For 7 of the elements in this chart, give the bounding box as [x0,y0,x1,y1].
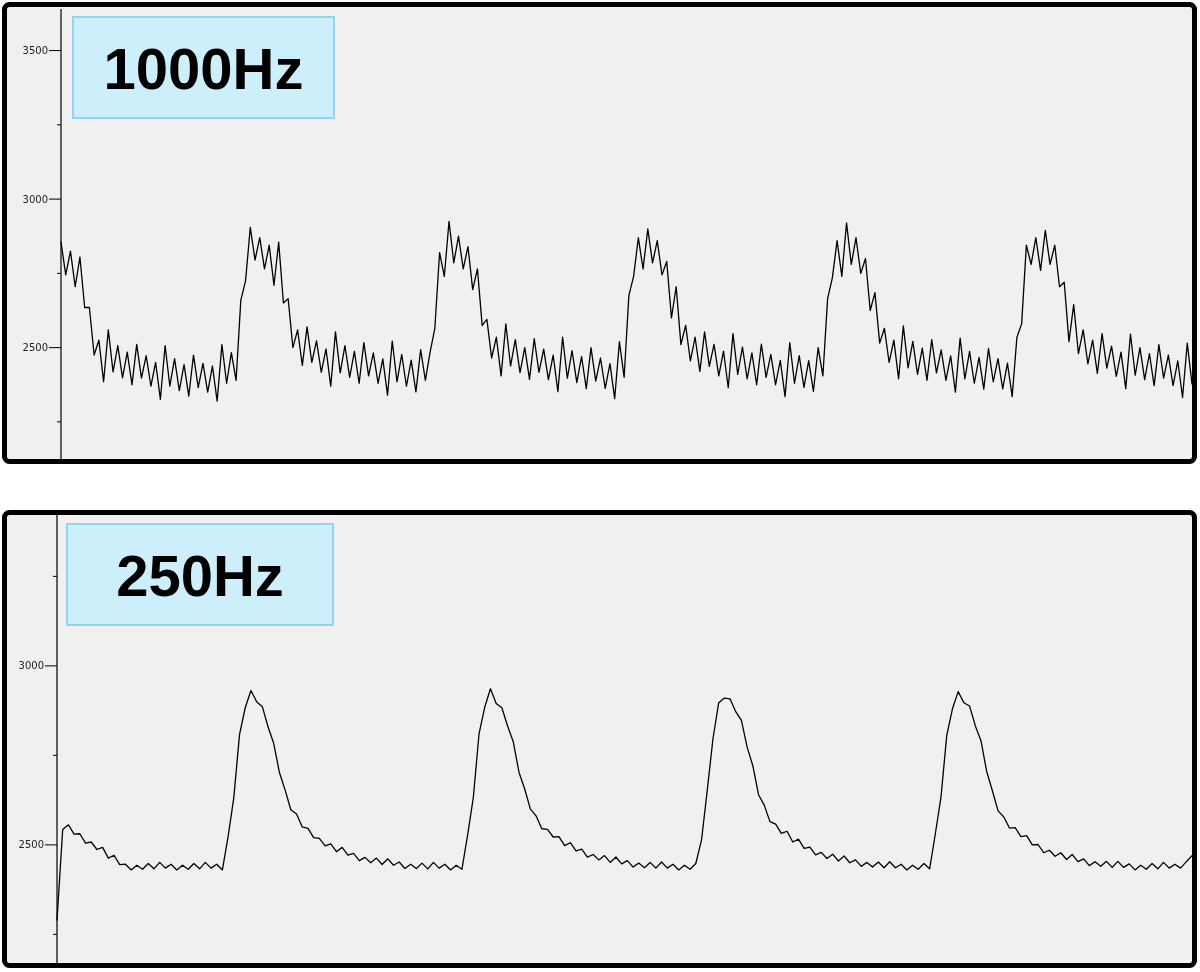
y-tick-label: 3000 [22,193,48,205]
text: 250Hz [116,542,284,608]
y-tick-label: 3000 [18,660,44,672]
y-tick-label: 3500 [22,45,48,57]
text: 1000Hz [103,35,304,101]
y-tick-label: 2500 [22,342,48,354]
y-tick-label: 2500 [18,839,44,851]
